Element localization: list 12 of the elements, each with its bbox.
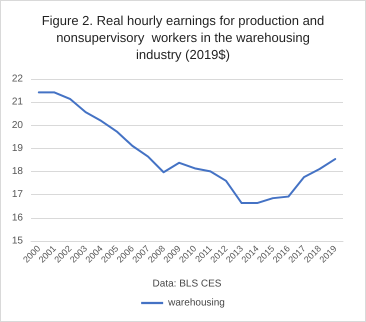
y-tick-label: 21 [12, 96, 24, 108]
line-series [38, 91, 336, 204]
y-tick-label: 18 [12, 166, 24, 178]
x-axis-title: Data: BLS CES [152, 278, 222, 290]
y-tick-label: 15 [12, 236, 24, 246]
legend-label: warehousing [167, 298, 225, 308]
y-tick-label: 17 [12, 189, 24, 200]
y-tick-label: 20 [12, 120, 24, 131]
chart-title: Figure 2. Real hourly earnings for production and nonsupervisory workers in the warehousing industry (2019$) [42, 13, 324, 62]
y-tick-label: 16 [12, 212, 24, 224]
y-tick-label: 22 [12, 74, 24, 84]
y-tick-label: 19 [12, 142, 24, 154]
